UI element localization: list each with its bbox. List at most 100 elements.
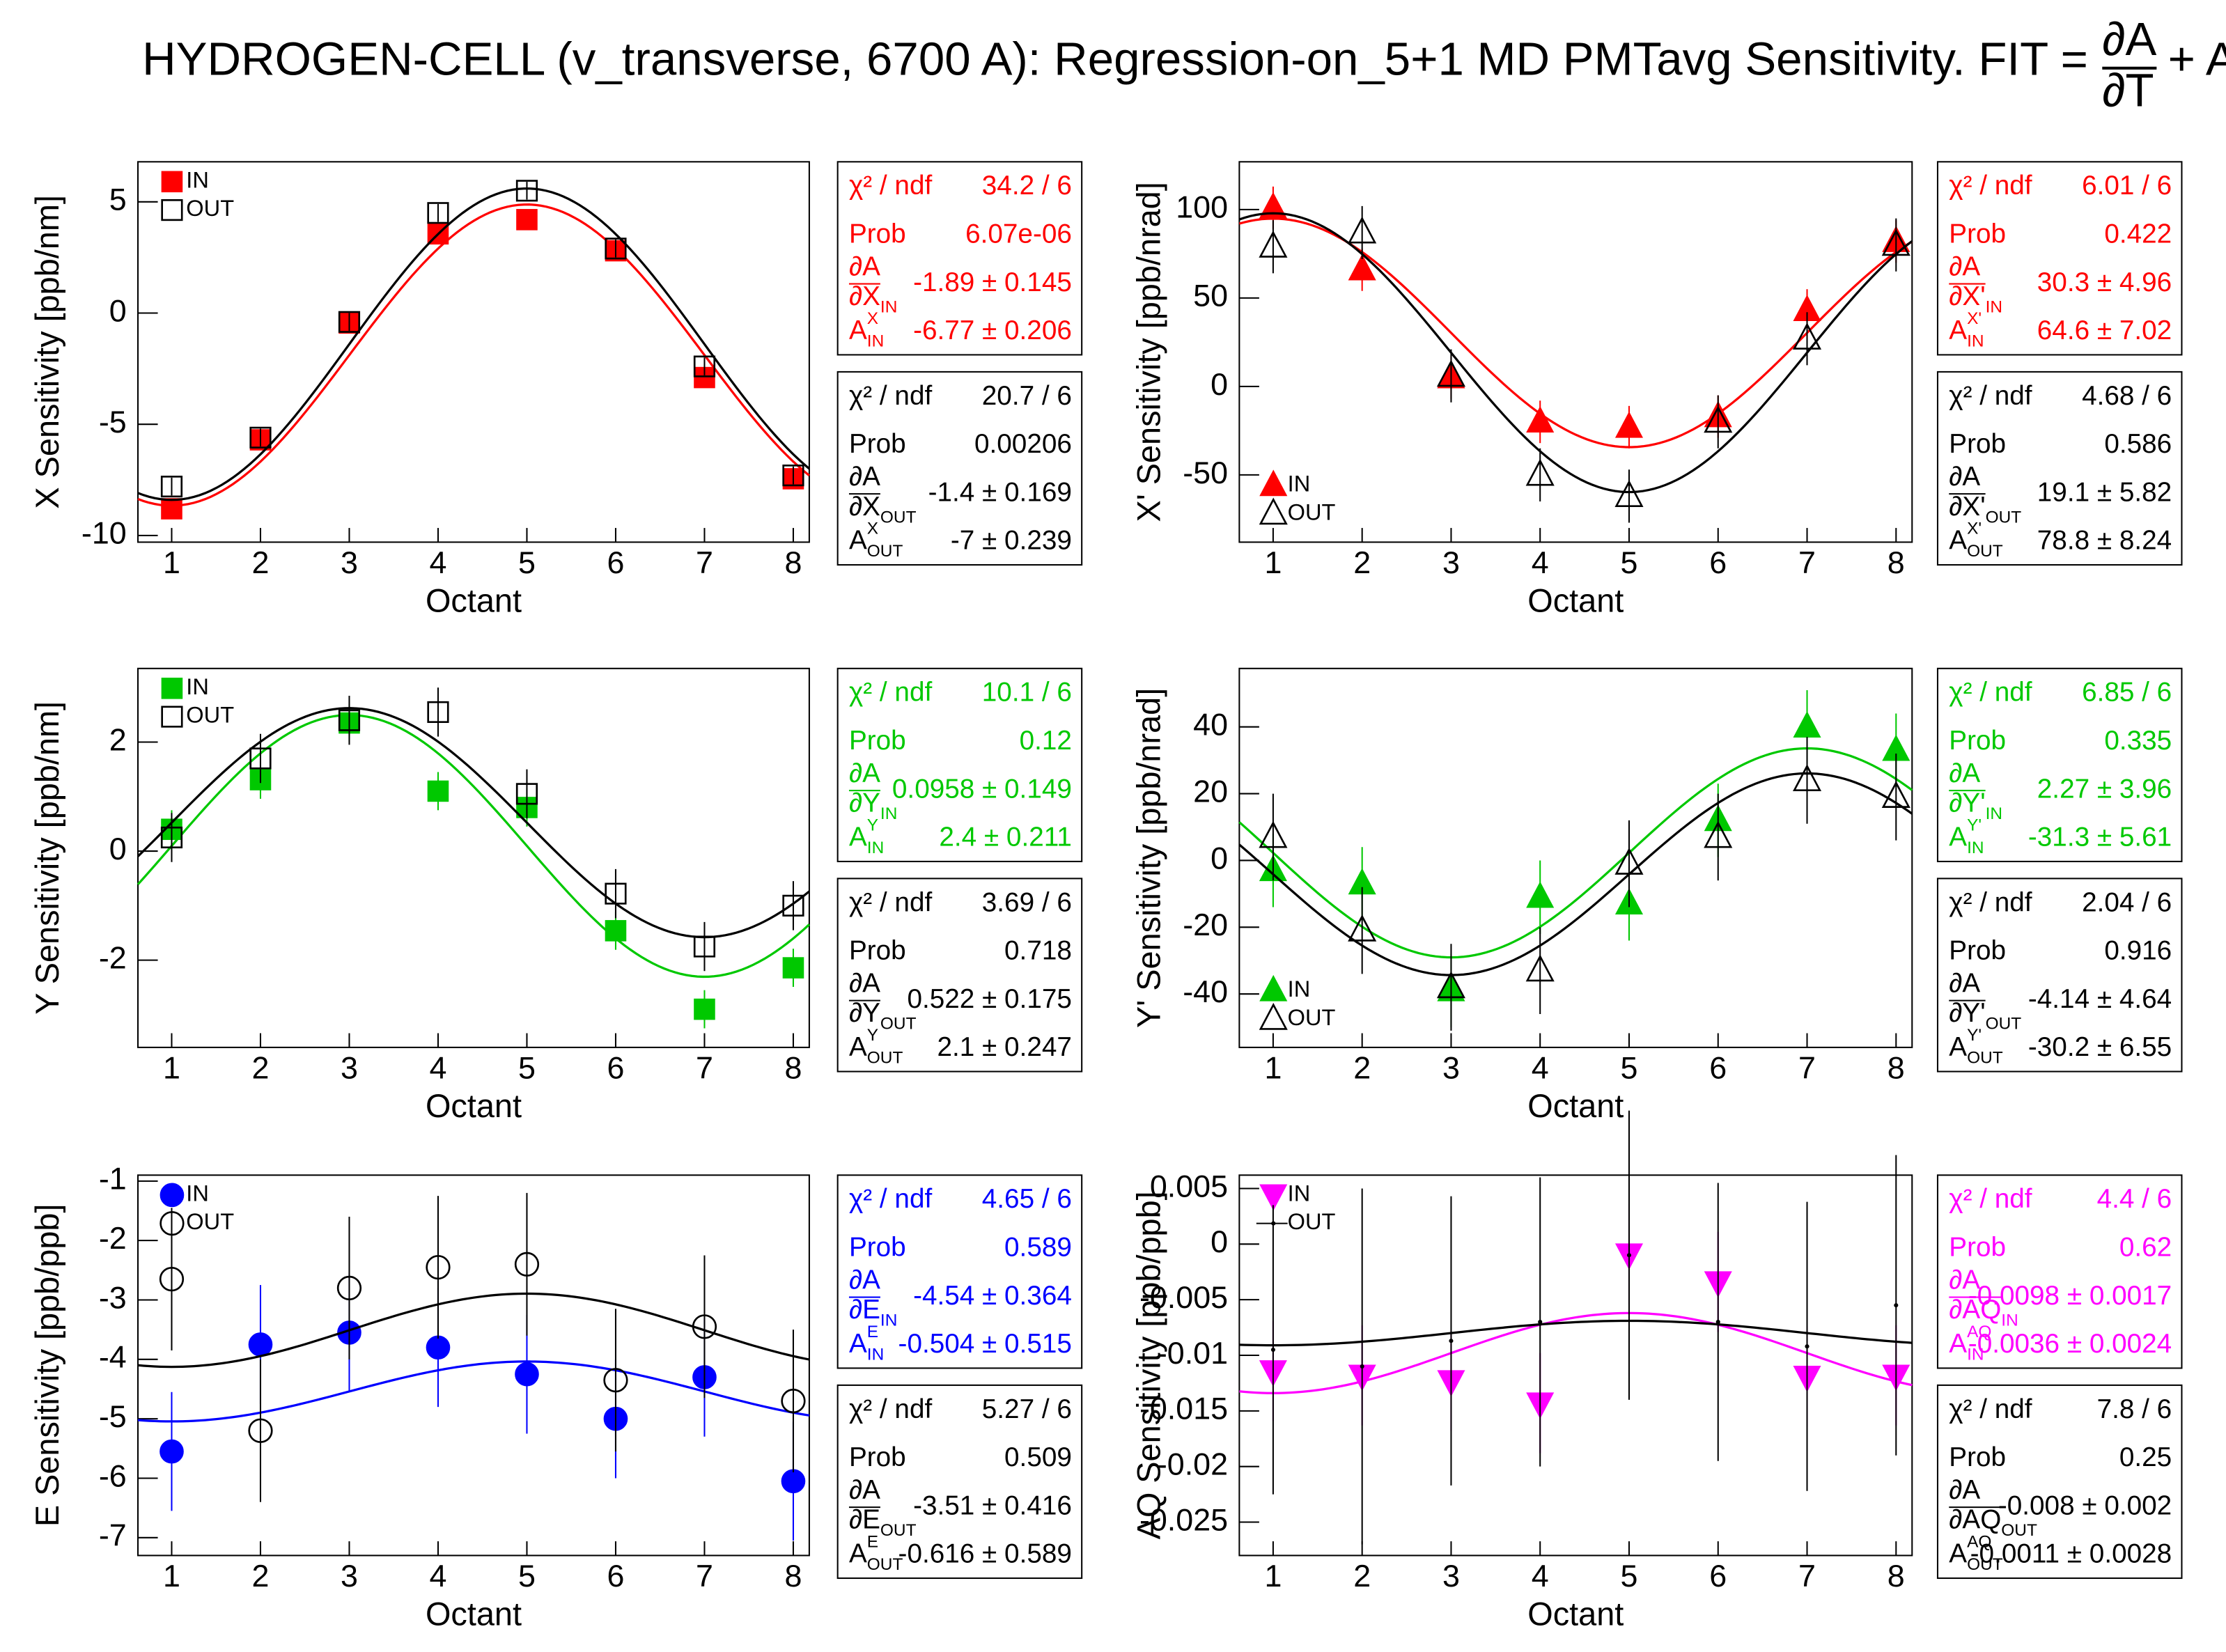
y-tick-label: 5 <box>109 182 127 217</box>
stats-label: Prob <box>1949 936 2006 966</box>
stats-label: A <box>1949 315 1967 345</box>
x-tick-label: 3 <box>341 1050 358 1085</box>
legend-label: OUT <box>186 702 234 728</box>
stats-value: 0.422 <box>2104 219 2172 249</box>
stats-label: χ² / ndf <box>849 678 933 708</box>
y-tick-label: 20 <box>1193 773 1228 809</box>
fit-curve <box>1238 212 1913 494</box>
data-point <box>1525 458 1555 486</box>
x-tick-label: 2 <box>252 545 270 580</box>
x-tick-label: 2 <box>252 1050 270 1085</box>
stats-label: Prob <box>849 1442 906 1472</box>
data-point <box>248 1332 273 1357</box>
stats-box <box>1936 667 2183 862</box>
data-point <box>338 311 361 333</box>
legend-label: IN <box>186 166 209 192</box>
legend-label: IN <box>1288 976 1311 1002</box>
legend-marker <box>159 1210 185 1236</box>
stats-label: A <box>1949 1329 1967 1359</box>
data-point <box>1704 820 1733 848</box>
plot-frame <box>1238 1174 1913 1557</box>
data-point <box>1894 1303 1899 1308</box>
x-tick-label: 7 <box>696 1558 713 1593</box>
data-point <box>1526 881 1555 908</box>
stats-label: AQ <box>1967 1323 1991 1341</box>
x-tick-label: 6 <box>607 1558 624 1593</box>
data-point <box>694 998 715 1020</box>
stats-value: -0.616 ± 0.589 <box>898 1539 1072 1569</box>
stats-label: Prob <box>1949 429 2006 459</box>
fit-curve <box>137 1360 810 1423</box>
stats-value: 2.27 ± 3.96 <box>2037 774 2172 804</box>
stats-box <box>836 1384 1083 1580</box>
data-point <box>516 209 538 231</box>
stats-label: ∂A <box>1949 251 1980 281</box>
x-tick-label: 1 <box>163 1558 180 1593</box>
stats-value: 6.01 / 6 <box>2082 171 2172 201</box>
stats-value: 10.1 / 6 <box>982 678 1072 708</box>
x-tick-label: 4 <box>1532 1558 1549 1593</box>
stats-label: ∂AQ <box>1949 1505 2001 1535</box>
x-tick-label: 2 <box>252 1558 270 1593</box>
stats-label: X' <box>1967 309 1982 328</box>
data-point <box>249 747 272 770</box>
data-point <box>605 237 627 260</box>
stats-label: χ² / ndf <box>1949 171 2032 201</box>
x-tick-label: 4 <box>430 1050 447 1085</box>
stats-label: OUT <box>867 1049 903 1068</box>
stats-label: ∂A <box>849 758 880 788</box>
stats-label: IN <box>880 298 897 317</box>
data-point <box>159 1439 184 1464</box>
stats-value: -4.14 ± 4.64 <box>2028 984 2172 1014</box>
stats-box <box>1936 161 2183 356</box>
stats-value: 64.6 ± 7.02 <box>2037 315 2172 345</box>
stats-value: 0.12 <box>1020 726 1072 756</box>
y-tick-label: -5 <box>99 404 127 439</box>
stats-label: ∂A <box>1949 968 1980 998</box>
stats-label: ∂A <box>1949 758 1980 788</box>
y-tick-label: 0 <box>1211 366 1228 402</box>
stats-label: χ² / ndf <box>849 1184 933 1214</box>
stats-value: 0.335 <box>2104 726 2172 756</box>
stats-label: E <box>867 1533 878 1552</box>
stats-value: 0.718 <box>1004 936 1072 966</box>
x-tick-label: 2 <box>1353 545 1371 580</box>
stats-label: OUT <box>867 542 903 561</box>
stats-label: A <box>1949 1539 1967 1569</box>
stats-label: IN <box>867 1346 884 1364</box>
stats-value: 5.27 / 6 <box>982 1394 1072 1424</box>
y-tick-label: -1 <box>99 1161 127 1197</box>
stats-value: 34.2 / 6 <box>982 171 1072 201</box>
stats-label: AQ <box>1967 1533 1991 1552</box>
stats-label: χ² / ndf <box>1949 1184 2032 1214</box>
data-point <box>336 1275 362 1301</box>
stats-value: 78.8 ± 8.24 <box>2037 526 2172 556</box>
y-tick-label: -50 <box>1183 455 1228 490</box>
data-point <box>1348 914 1377 942</box>
title: HYDROGEN-CELL (v_transverse, 6700 A): Re… <box>142 33 2088 85</box>
x-axis-title: Octant <box>426 1088 522 1124</box>
x-tick-label: 2 <box>1353 1050 1371 1085</box>
data-point <box>605 882 627 905</box>
x-tick-label: 8 <box>784 1558 802 1593</box>
data-point <box>693 935 716 958</box>
stats-value: 20.7 / 6 <box>982 381 1072 411</box>
x-tick-label: 7 <box>1798 1558 1816 1593</box>
stats-label: OUT <box>1967 542 2003 561</box>
stats-label: Prob <box>849 1232 906 1262</box>
stats-label: Prob <box>849 936 906 966</box>
x-tick-label: 7 <box>1798 545 1816 580</box>
legend-marker <box>161 171 183 193</box>
x-tick-label: 5 <box>1621 1050 1638 1085</box>
stats-value: -3.51 ± 0.416 <box>913 1490 1072 1520</box>
x-tick-label: 4 <box>430 1558 447 1593</box>
stats-label: ∂Y <box>849 998 880 1028</box>
y-tick-label: 0 <box>109 831 127 866</box>
stats-label: A <box>849 1329 867 1359</box>
stats-value: 2.04 / 6 <box>2082 887 2172 917</box>
stats-label: E <box>867 1323 878 1341</box>
data-point <box>781 1469 806 1494</box>
legend-marker <box>159 1183 185 1208</box>
